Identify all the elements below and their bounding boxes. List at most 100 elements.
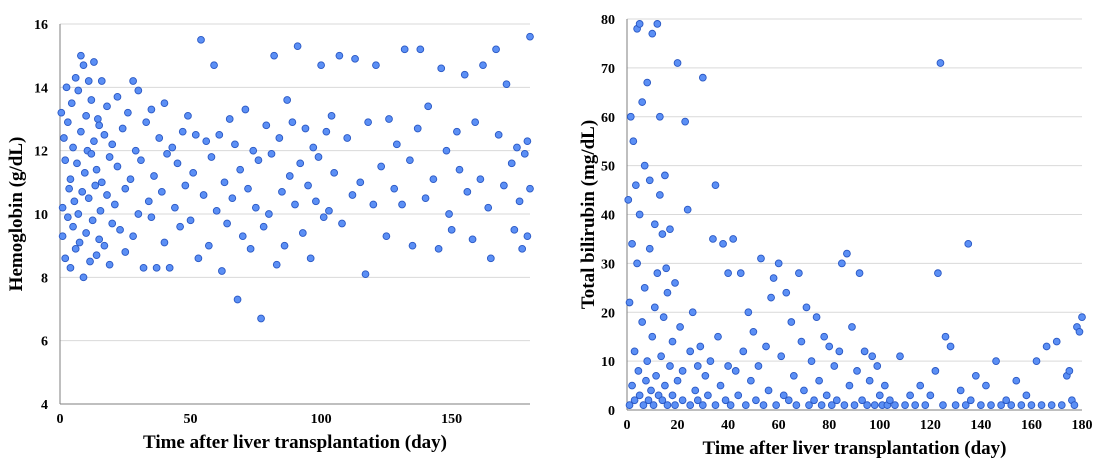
data-point — [666, 225, 674, 234]
y-tick-label: 80 — [601, 13, 615, 28]
data-point — [184, 111, 192, 120]
data-point — [100, 130, 109, 139]
data-points — [624, 20, 1086, 409]
data-point — [189, 168, 198, 177]
data-point — [810, 396, 818, 405]
data-point — [880, 381, 889, 390]
data-point — [649, 401, 658, 409]
data-point — [639, 401, 648, 409]
data-point — [800, 386, 808, 395]
data-point — [681, 117, 689, 126]
x-tick-label: 100 — [311, 412, 332, 427]
data-point — [1047, 401, 1056, 409]
data-point — [747, 376, 755, 385]
data-point — [210, 61, 218, 70]
data-point — [934, 269, 942, 278]
data-point — [629, 137, 638, 146]
data-point — [1078, 313, 1086, 321]
data-point — [67, 99, 76, 108]
data-point — [671, 401, 679, 409]
data-point — [306, 254, 315, 263]
data-point — [73, 159, 81, 168]
data-point — [291, 200, 299, 209]
data-point — [678, 367, 687, 375]
data-point — [762, 342, 770, 351]
data-point — [850, 401, 859, 409]
data-point — [744, 308, 753, 317]
x-tick-label: 0 — [624, 418, 631, 433]
data-point — [507, 159, 516, 168]
data-point — [398, 200, 406, 209]
data-point — [95, 121, 104, 130]
data-point — [749, 327, 758, 336]
data-point — [377, 162, 386, 171]
data-point — [134, 210, 143, 218]
data-point — [911, 401, 920, 409]
data-point — [643, 78, 652, 87]
x-axis-title: Time after liver transplantation (day) — [703, 438, 1007, 459]
bilirubin-scatter-plot: 0 10 20 30 40 50 60 70 80 0 20 40 60 80 100 120 140 160 18… — [578, 13, 1093, 459]
data-point — [74, 210, 83, 218]
data-point — [118, 124, 127, 133]
data-point — [657, 352, 665, 361]
x-tick-label: 160 — [1021, 418, 1042, 433]
data-point — [658, 396, 667, 405]
data-point — [896, 352, 904, 361]
data-point — [280, 241, 289, 250]
data-point — [369, 200, 378, 209]
data-point — [178, 127, 187, 136]
data-point — [108, 219, 117, 228]
data-point — [460, 70, 469, 79]
data-point — [645, 244, 654, 253]
data-point — [936, 59, 945, 67]
data-point — [832, 396, 841, 405]
data-point — [325, 206, 333, 215]
data-point — [361, 270, 370, 279]
data-point — [797, 337, 806, 346]
data-point — [523, 137, 532, 146]
data-point — [121, 184, 130, 193]
data-point — [86, 257, 94, 266]
data-point — [630, 347, 639, 356]
y-tick-label: 16 — [34, 18, 48, 33]
data-point — [671, 279, 679, 287]
data-point — [283, 96, 292, 104]
data-point — [278, 187, 286, 196]
data-point — [1007, 401, 1016, 409]
data-point — [194, 254, 203, 263]
data-point — [734, 391, 743, 400]
y-tick-label: 10 — [34, 208, 48, 223]
data-point — [656, 112, 664, 121]
data-point — [147, 105, 156, 114]
data-point — [731, 367, 740, 375]
data-point — [75, 238, 84, 247]
data-point — [60, 134, 68, 142]
data-point — [129, 77, 137, 85]
data-point — [126, 175, 135, 184]
data-point — [233, 295, 242, 304]
y-tick-label: 60 — [601, 111, 615, 126]
data-point — [173, 159, 182, 168]
data-point — [853, 367, 861, 375]
data-point — [686, 401, 695, 409]
data-point — [97, 77, 106, 85]
data-point — [1052, 337, 1061, 346]
data-point — [906, 391, 914, 400]
data-point — [845, 381, 854, 390]
data-point — [293, 42, 302, 51]
x-axis-title: Time after liver transplantation (day) — [143, 432, 447, 453]
data-point — [220, 178, 229, 187]
data-point — [204, 241, 213, 250]
data-point — [817, 401, 826, 409]
data-point — [624, 195, 633, 204]
data-point — [805, 401, 813, 409]
data-point — [84, 194, 93, 203]
data-point — [272, 260, 281, 269]
data-point — [721, 396, 730, 405]
data-point — [168, 143, 177, 152]
data-point — [225, 115, 234, 123]
data-point — [265, 210, 273, 218]
data-point — [668, 337, 677, 346]
data-point — [921, 401, 930, 409]
data-point — [724, 362, 732, 370]
